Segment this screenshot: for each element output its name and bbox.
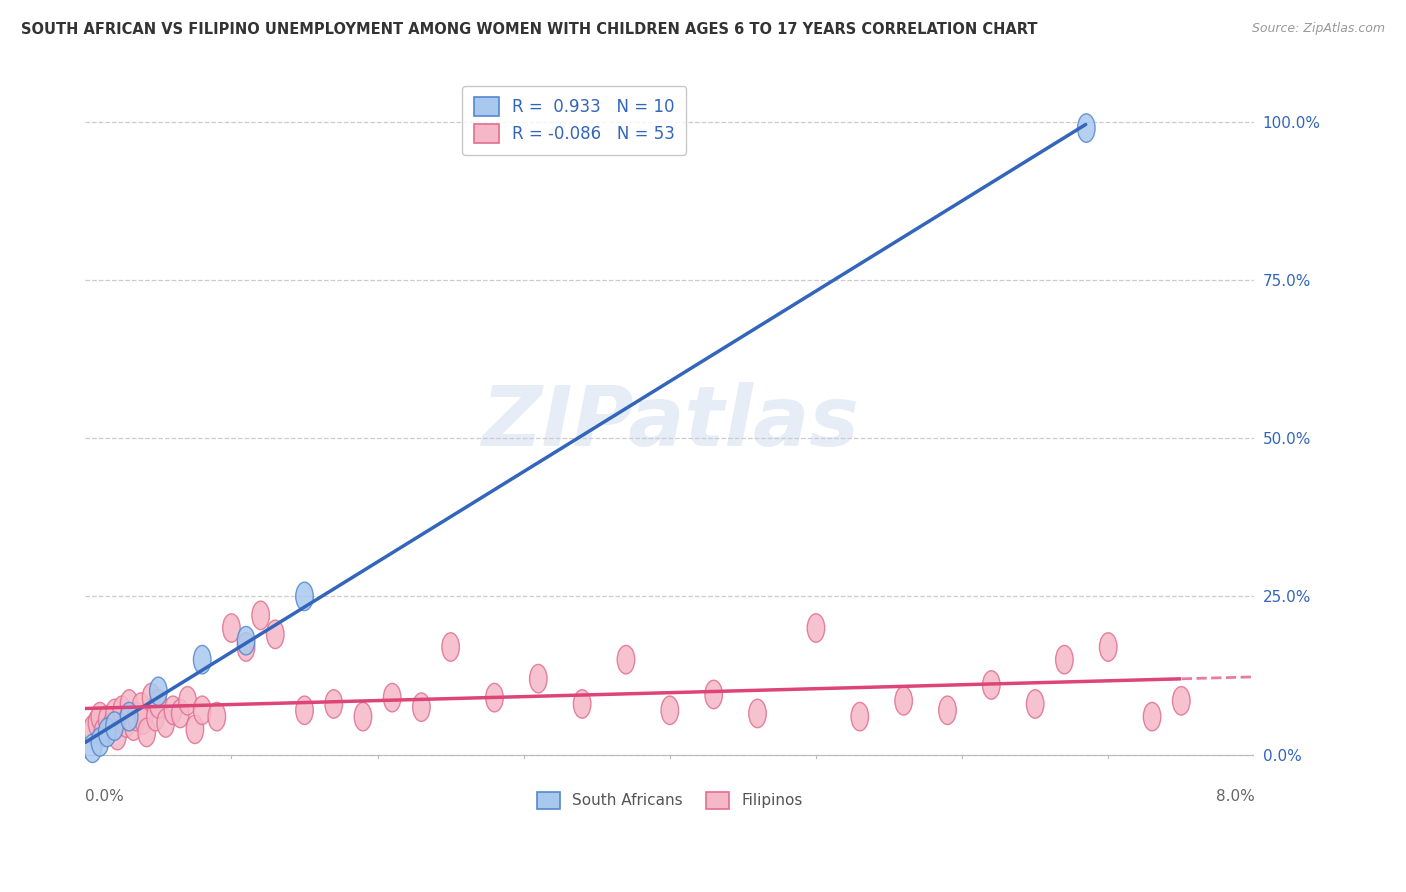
Ellipse shape — [146, 702, 165, 731]
Ellipse shape — [354, 702, 371, 731]
Ellipse shape — [252, 601, 270, 630]
Ellipse shape — [222, 614, 240, 642]
Text: 0.0%: 0.0% — [86, 789, 124, 805]
Ellipse shape — [91, 702, 108, 731]
Legend: South Africans, Filipinos: South Africans, Filipinos — [531, 786, 808, 814]
Ellipse shape — [325, 690, 343, 718]
Ellipse shape — [1099, 632, 1116, 661]
Ellipse shape — [1077, 114, 1095, 143]
Ellipse shape — [105, 699, 124, 728]
Ellipse shape — [91, 728, 108, 756]
Ellipse shape — [530, 665, 547, 693]
Ellipse shape — [704, 681, 723, 709]
Ellipse shape — [412, 693, 430, 722]
Ellipse shape — [1173, 687, 1189, 715]
Ellipse shape — [84, 715, 101, 744]
Text: SOUTH AFRICAN VS FILIPINO UNEMPLOYMENT AMONG WOMEN WITH CHILDREN AGES 6 TO 17 YE: SOUTH AFRICAN VS FILIPINO UNEMPLOYMENT A… — [21, 22, 1038, 37]
Ellipse shape — [1143, 702, 1161, 731]
Ellipse shape — [295, 696, 314, 724]
Ellipse shape — [103, 712, 121, 740]
Ellipse shape — [384, 683, 401, 712]
Ellipse shape — [98, 706, 115, 734]
Ellipse shape — [661, 696, 679, 724]
Ellipse shape — [89, 709, 105, 737]
Ellipse shape — [94, 718, 111, 747]
Ellipse shape — [105, 712, 124, 740]
Ellipse shape — [194, 646, 211, 673]
Text: ZIPatlas: ZIPatlas — [481, 382, 859, 463]
Ellipse shape — [485, 683, 503, 712]
Ellipse shape — [617, 646, 634, 673]
Ellipse shape — [142, 683, 160, 712]
Ellipse shape — [238, 626, 254, 655]
Ellipse shape — [238, 632, 254, 661]
Ellipse shape — [749, 699, 766, 728]
Ellipse shape — [983, 671, 1000, 699]
Ellipse shape — [574, 690, 591, 718]
Ellipse shape — [149, 677, 167, 706]
Ellipse shape — [98, 718, 115, 747]
Ellipse shape — [84, 734, 101, 763]
Ellipse shape — [128, 702, 145, 731]
Ellipse shape — [851, 702, 869, 731]
Ellipse shape — [125, 712, 142, 740]
Ellipse shape — [112, 696, 131, 724]
Ellipse shape — [295, 582, 314, 611]
Ellipse shape — [108, 722, 127, 750]
Ellipse shape — [132, 693, 149, 722]
Ellipse shape — [179, 687, 197, 715]
Ellipse shape — [194, 696, 211, 724]
Ellipse shape — [135, 706, 152, 734]
Text: 8.0%: 8.0% — [1216, 789, 1254, 805]
Ellipse shape — [1026, 690, 1043, 718]
Ellipse shape — [267, 620, 284, 648]
Ellipse shape — [894, 687, 912, 715]
Ellipse shape — [186, 715, 204, 744]
Ellipse shape — [172, 699, 188, 728]
Ellipse shape — [121, 702, 138, 731]
Ellipse shape — [149, 690, 167, 718]
Ellipse shape — [807, 614, 825, 642]
Ellipse shape — [939, 696, 956, 724]
Text: Source: ZipAtlas.com: Source: ZipAtlas.com — [1251, 22, 1385, 36]
Ellipse shape — [121, 690, 138, 718]
Ellipse shape — [165, 696, 181, 724]
Ellipse shape — [138, 718, 156, 747]
Ellipse shape — [1056, 646, 1073, 673]
Ellipse shape — [208, 702, 225, 731]
Ellipse shape — [441, 632, 460, 661]
Ellipse shape — [157, 709, 174, 737]
Ellipse shape — [118, 709, 135, 737]
